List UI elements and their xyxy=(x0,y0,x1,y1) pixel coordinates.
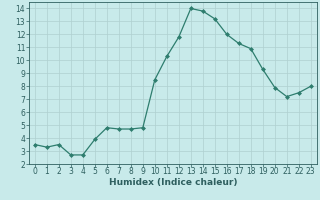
X-axis label: Humidex (Indice chaleur): Humidex (Indice chaleur) xyxy=(108,178,237,187)
